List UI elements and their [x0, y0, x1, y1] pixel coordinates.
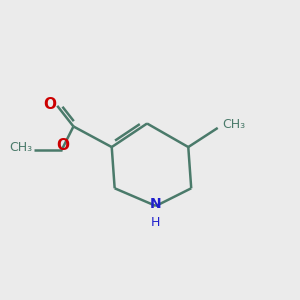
- Text: O: O: [44, 97, 56, 112]
- Text: N: N: [150, 197, 162, 212]
- Text: CH₃: CH₃: [9, 141, 32, 154]
- Text: CH₃: CH₃: [222, 118, 245, 131]
- Text: O: O: [57, 138, 70, 153]
- Text: H: H: [151, 216, 160, 229]
